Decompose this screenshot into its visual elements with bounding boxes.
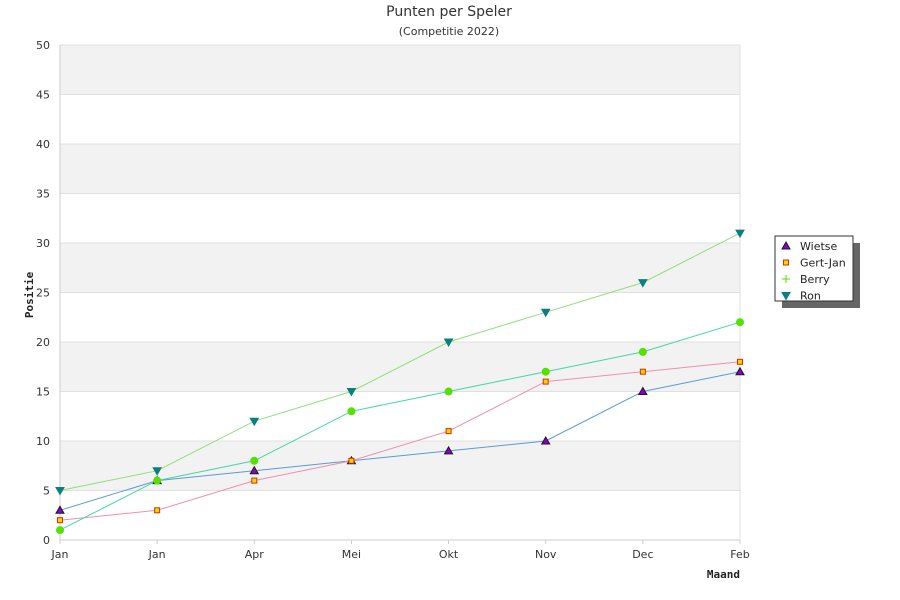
- chart-subtitle: (Competitie 2022): [399, 25, 499, 38]
- series-line: [59, 321, 741, 531]
- data-point-marker: [56, 526, 64, 535]
- x-tick-label: Mei: [342, 548, 361, 561]
- data-point-marker: [540, 308, 551, 318]
- data-point-marker: [152, 467, 163, 476]
- legend-label: Gert-Jan: [800, 257, 846, 270]
- plot-band: [60, 243, 740, 293]
- data-point-marker: [55, 487, 65, 496]
- plot-band: [60, 441, 740, 491]
- data-point-marker: [348, 457, 355, 464]
- y-tick-label: 50: [36, 39, 50, 52]
- series-line: [59, 232, 741, 491]
- x-tick-label: Okt: [439, 548, 459, 561]
- series-line: [59, 361, 741, 521]
- data-point-marker: [735, 229, 745, 239]
- data-point-marker: [346, 388, 357, 397]
- plot-band: [60, 45, 740, 95]
- series-markers: [55, 229, 745, 535]
- data-point-marker: [639, 368, 646, 375]
- x-tick-label: Feb: [730, 548, 749, 561]
- legend-marker: [783, 259, 789, 266]
- data-point-marker: [735, 366, 745, 376]
- y-tick-label: 35: [36, 188, 50, 201]
- data-point-marker: [638, 347, 647, 356]
- y-axis-title: Positie: [23, 271, 36, 318]
- y-axis-ticks: 0 5 10 15 20 25 30 35 40 45 50: [36, 39, 50, 547]
- legend-label: Wietse: [800, 240, 838, 253]
- series-lines: [59, 232, 741, 531]
- legend: Wietse Gert-Jan Berry Ron: [774, 235, 860, 308]
- y-tick-label: 10: [36, 435, 50, 448]
- y-tick-label: 25: [36, 287, 50, 300]
- data-point-marker: [637, 386, 648, 395]
- x-tick-label: Jan: [51, 548, 69, 561]
- x-tick-label: Apr: [245, 548, 265, 561]
- y-tick-label: 0: [43, 534, 50, 547]
- x-axis-title: Maand: [707, 568, 740, 581]
- data-point-marker: [154, 507, 161, 514]
- gridlines: [60, 44, 741, 540]
- data-point-marker: [736, 318, 744, 327]
- y-tick-label: 45: [36, 89, 50, 102]
- axes: [59, 45, 740, 541]
- data-point-marker: [249, 417, 260, 427]
- legend-items: Wietse Gert-Jan Berry Ron: [781, 240, 846, 303]
- data-point-marker: [445, 428, 452, 435]
- data-point-marker: [540, 435, 551, 445]
- data-point-marker: [443, 445, 454, 455]
- y-tick-label: 20: [36, 336, 50, 349]
- data-point-marker: [250, 456, 259, 465]
- data-point-marker: [251, 477, 258, 484]
- y-tick-label: 30: [36, 237, 50, 250]
- legend-marker: [781, 240, 791, 250]
- x-tick-label: Dec: [632, 548, 653, 561]
- data-point-marker: [153, 476, 162, 485]
- data-point-marker: [637, 279, 648, 288]
- data-point-marker: [737, 358, 743, 365]
- x-tick-label: Jan: [148, 548, 166, 561]
- series-line: [59, 371, 741, 511]
- x-axis-ticks: Jan Jan Apr Mei Okt Nov Dec Feb: [51, 540, 750, 561]
- x-tick-label: Nov: [535, 548, 557, 561]
- plot-band: [60, 144, 740, 194]
- plot-bands: [60, 45, 740, 491]
- legend-marker: [781, 292, 791, 301]
- data-point-marker: [55, 505, 65, 514]
- data-point-marker: [347, 407, 356, 416]
- y-tick-label: 15: [36, 386, 50, 399]
- data-point-marker: [444, 387, 453, 396]
- data-point-marker: [57, 517, 63, 524]
- y-tick-label: 5: [43, 485, 50, 498]
- chart-title: Punten per Speler: [386, 4, 512, 20]
- data-point-marker: [443, 338, 454, 348]
- y-tick-label: 40: [36, 138, 50, 151]
- legend-label: Berry: [800, 273, 830, 286]
- data-point-marker: [249, 465, 260, 475]
- data-point-marker: [542, 378, 549, 385]
- data-point-marker: [541, 367, 550, 376]
- legend-label: Ron: [800, 290, 821, 303]
